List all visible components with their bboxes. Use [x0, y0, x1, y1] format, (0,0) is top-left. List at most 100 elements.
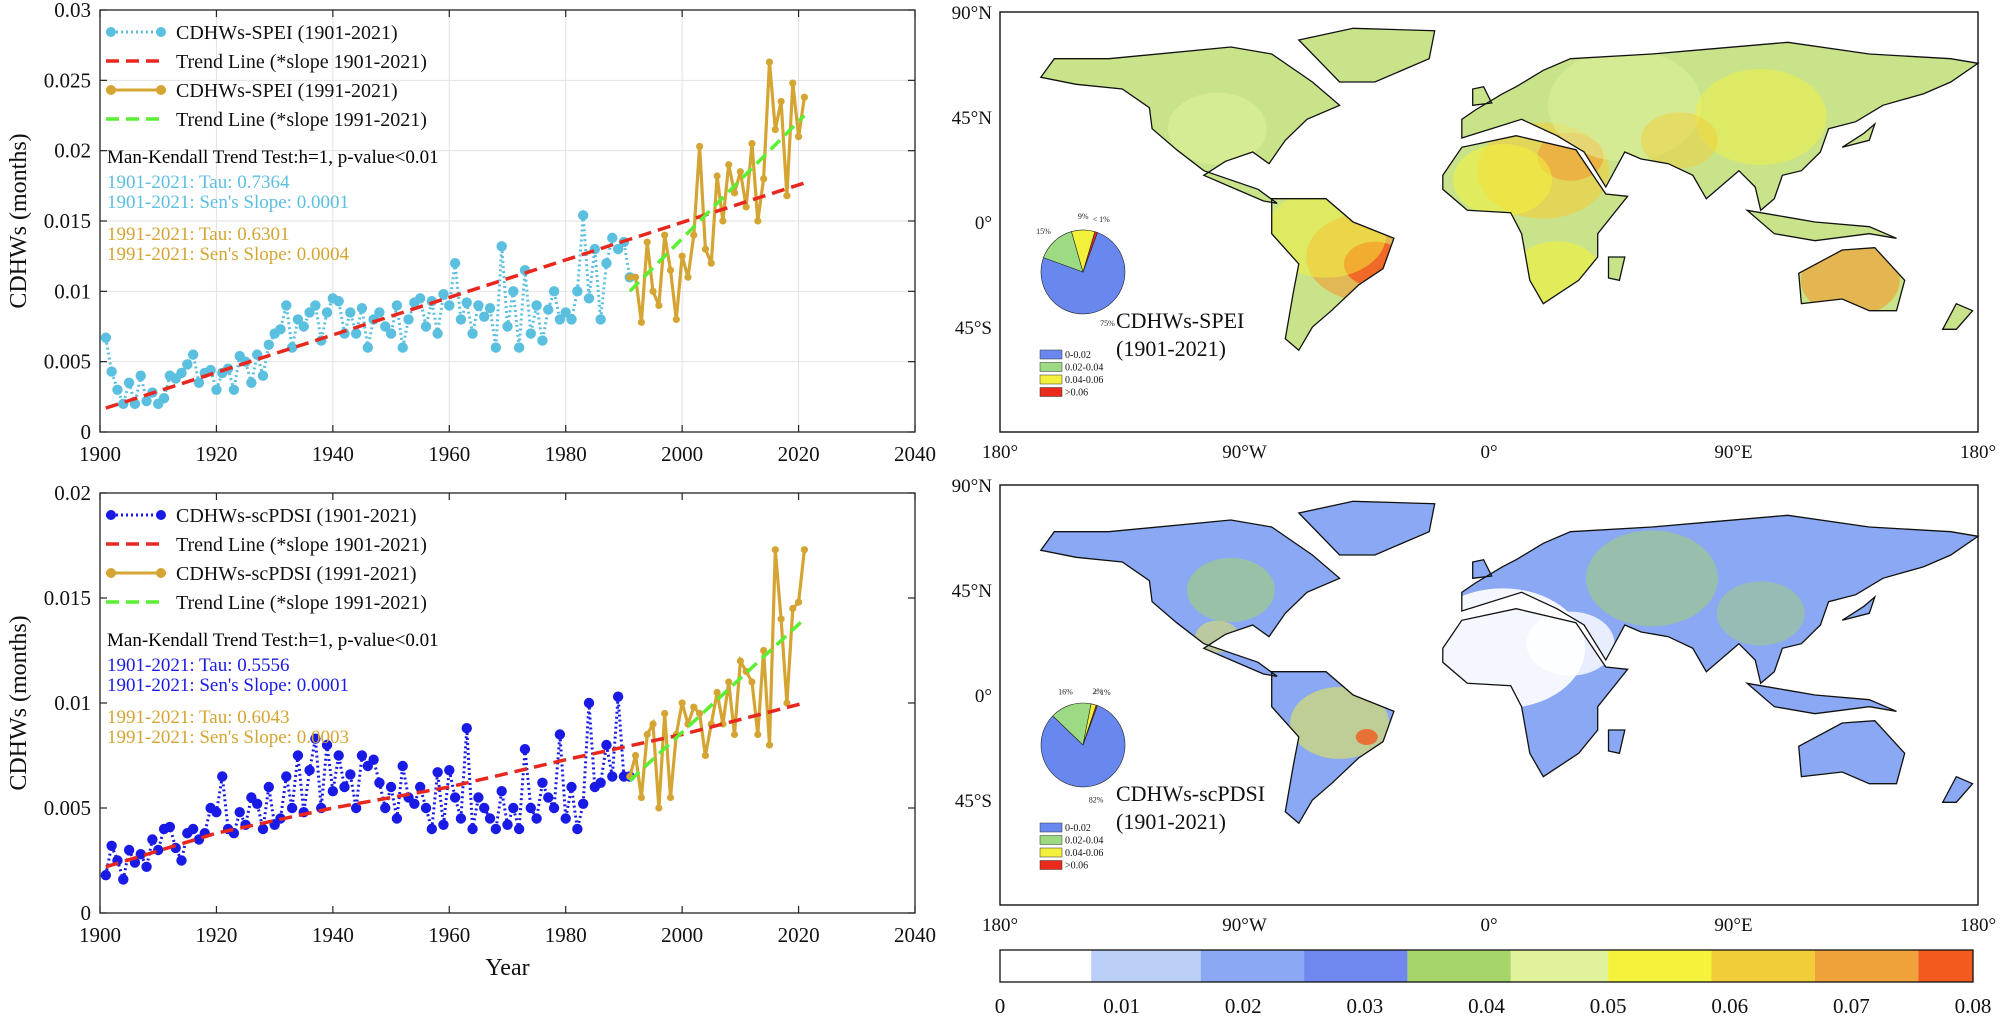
scpdsi-legend-marker	[156, 568, 166, 578]
scpdsi-map-title: CDHWs-scPDSI	[1116, 781, 1265, 806]
spei-pie-slice	[1040, 232, 1126, 315]
colorbar-segment	[1304, 950, 1408, 982]
scpdsi-xtick-label: 1940	[312, 923, 354, 947]
scpdsi-series-point	[701, 751, 710, 760]
spei-coastline-madagascar	[1607, 256, 1626, 282]
spei-series-point	[310, 300, 321, 311]
scpdsi-series-point	[374, 777, 385, 788]
scpdsi-hotspot	[1355, 729, 1378, 745]
spei-series-point	[281, 300, 292, 311]
scpdsi-series-point	[502, 819, 513, 830]
colorbar-segment	[1918, 950, 1973, 982]
scpdsi-series-point	[100, 870, 112, 881]
spei-series-point	[112, 384, 123, 395]
scpdsi-lat-label: 45°S	[955, 791, 992, 812]
spei-trend-line-1	[628, 114, 806, 293]
spei-xtick-label: 2020	[778, 442, 820, 466]
spei-series-point	[730, 189, 739, 197]
spei-series-point	[771, 125, 779, 134]
scpdsi-land-new-zealand	[1942, 776, 1973, 803]
spei-series-point	[607, 232, 618, 244]
spei-land-greenland	[1298, 28, 1435, 82]
scpdsi-series-point	[304, 765, 315, 776]
spei-ytick-label: 0.01	[54, 279, 91, 303]
scpdsi-hotspot	[1716, 581, 1805, 646]
spei-series-point	[100, 332, 112, 343]
scpdsi-land-eurasia	[1461, 515, 1978, 684]
colorbar-segment	[1510, 950, 1609, 982]
spei-coastline-south-america	[1271, 198, 1395, 352]
scpdsi-legend-label: Trend Line (*slope 1991-2021)	[176, 592, 427, 614]
scpdsi-series-point	[508, 802, 519, 814]
scpdsi-coastline-africa	[1442, 608, 1629, 778]
scpdsi-series-point	[777, 615, 785, 623]
scpdsi-hotspot	[1526, 611, 1615, 676]
scpdsi-ytick-label: 0	[81, 901, 92, 925]
spei-series-point	[719, 217, 727, 225]
scpdsi-series-point	[607, 771, 618, 782]
spei-series-point	[643, 238, 651, 246]
spei-map-title: CDHWs-SPEI	[1116, 308, 1244, 333]
scpdsi-series-point	[496, 786, 507, 797]
spei-series-point	[304, 307, 315, 318]
scpdsi-series-point	[327, 786, 339, 797]
scpdsi-series-point	[800, 546, 808, 554]
spei-series-point	[438, 288, 449, 300]
spei-series-point	[543, 304, 554, 315]
spei-series-point	[537, 335, 548, 346]
spei-legend-marker	[106, 27, 116, 37]
colorbar-tick-label: 0.04	[1468, 994, 1505, 1016]
scpdsi-series-point	[601, 739, 612, 751]
spei-land-new-zealand	[1942, 303, 1973, 330]
spei-series-point	[356, 303, 368, 314]
spei-ytick-label: 0.025	[44, 68, 91, 92]
scpdsi-series-point	[595, 777, 606, 788]
scpdsi-lon-label: 0°	[1480, 915, 1497, 936]
spei-lat-label: 45°S	[955, 318, 992, 339]
spei-series-point	[321, 307, 333, 318]
scpdsi-series-point	[748, 678, 756, 686]
spei-land-indonesia	[1747, 210, 1897, 241]
colorbar-frame	[999, 949, 1974, 983]
scpdsi-xtick-label: 1960	[428, 923, 470, 947]
scpdsi-legend-marker	[106, 568, 116, 578]
scpdsi-ytick-label: 0.005	[44, 796, 91, 820]
scpdsi-series-point	[391, 813, 403, 824]
scpdsi-series-point	[141, 861, 152, 872]
scpdsi-series-point	[333, 750, 344, 761]
scpdsi-series-point	[760, 646, 768, 655]
scpdsi-land-indonesia	[1747, 683, 1897, 714]
scpdsi-series-point	[666, 793, 675, 802]
scpdsi-series-point	[438, 819, 449, 830]
scpdsi-series-point	[655, 804, 663, 812]
spei-xtick-label: 1900	[79, 442, 121, 466]
spei-series-point	[298, 321, 309, 332]
spei-series-point	[707, 259, 715, 267]
scpdsi-xtick-label: 1900	[79, 923, 121, 947]
spei-annotation: 1991-2021: Sen's Slope: 0.0004	[107, 244, 349, 265]
spei-series-point	[333, 295, 344, 307]
spei-pie-label: < 1%	[1093, 215, 1111, 224]
scpdsi-pie-slice	[1082, 704, 1098, 746]
scpdsi-legend-swatch	[1039, 860, 1063, 870]
spei-coastline-indonesia	[1744, 209, 1897, 242]
scpdsi-series-point	[164, 821, 176, 833]
scpdsi-series-point	[649, 720, 657, 728]
scpdsi-series-point	[643, 730, 651, 739]
spei-series-point	[666, 266, 675, 274]
spei-series-point	[345, 307, 356, 318]
scpdsi-series-point	[725, 678, 733, 686]
spei-series-point	[626, 273, 634, 281]
spei-series-point	[531, 300, 542, 311]
scpdsi-lon-label: 90°W	[1222, 915, 1267, 936]
scpdsi-series-point	[736, 657, 744, 665]
spei-hotspot	[1640, 112, 1718, 169]
scpdsi-series-point	[414, 781, 426, 793]
spei-series-point	[513, 342, 525, 353]
spei-legend-label: 0.02-0.04	[1065, 363, 1103, 374]
spei-series-point	[473, 300, 484, 311]
scpdsi-series-point	[554, 729, 566, 740]
spei-legend-marker	[106, 85, 116, 95]
scpdsi-series-point	[147, 834, 158, 845]
spei-series-point	[601, 258, 612, 269]
